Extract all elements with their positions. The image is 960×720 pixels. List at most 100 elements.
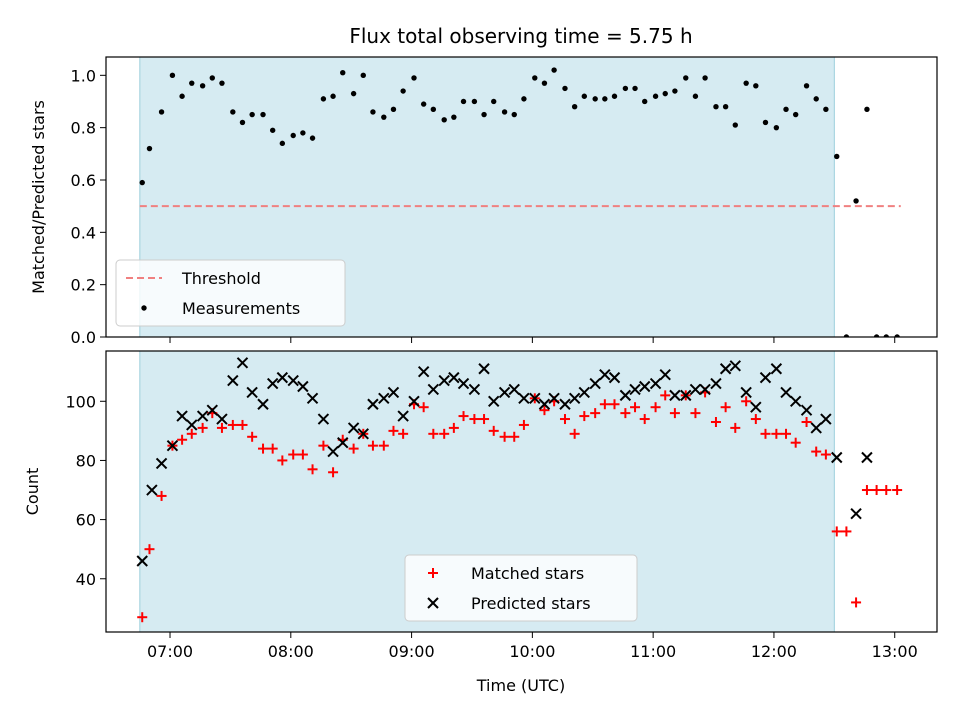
measurement-point xyxy=(290,132,296,139)
predicted-star-point xyxy=(408,395,420,407)
measurement-point xyxy=(541,80,548,86)
matched-star-point xyxy=(499,431,510,442)
matched-star-point xyxy=(137,612,148,623)
measurement-point xyxy=(189,80,195,86)
predicted-star-point xyxy=(236,357,249,369)
matched-star-point xyxy=(609,399,620,410)
matched-star-point xyxy=(650,402,661,413)
y-tick-label: 0.0 xyxy=(71,328,96,347)
measurement-point xyxy=(139,179,145,186)
x-diag-2 xyxy=(186,419,198,431)
measurement-point xyxy=(762,119,769,126)
predicted-star-point xyxy=(538,398,551,410)
x-diag-2 xyxy=(357,428,369,440)
predicted-star-point xyxy=(759,371,772,384)
matched-star-point xyxy=(297,449,308,460)
x-diag-2 xyxy=(266,377,279,390)
measurement-point xyxy=(773,124,780,131)
x-diag-2 xyxy=(559,398,571,410)
matched-star-point xyxy=(820,449,831,460)
matched-star-point xyxy=(258,443,269,454)
x-diag-2 xyxy=(789,395,802,407)
predicted-star-point xyxy=(850,507,862,520)
matched-star-point xyxy=(388,425,399,436)
x-diag-2 xyxy=(327,445,339,458)
measurement-point xyxy=(158,109,165,115)
predicted-star-point xyxy=(831,451,843,464)
measurement-point xyxy=(753,83,759,89)
x-diag-2 xyxy=(216,413,228,425)
measurement-point xyxy=(471,98,478,105)
predicted-star-point xyxy=(578,386,591,399)
x-diag-2 xyxy=(861,451,873,464)
matched-star-point xyxy=(288,449,299,460)
matched-star-point xyxy=(811,446,822,457)
predicted-star-point xyxy=(608,371,621,384)
predicted-star-point xyxy=(820,413,832,425)
predicted-star-point xyxy=(457,377,470,390)
y-tick-label: 60 xyxy=(76,511,96,530)
matched-star-point xyxy=(469,414,480,425)
measurement-point xyxy=(460,98,467,105)
x-diag-2 xyxy=(820,413,832,425)
measurement-point xyxy=(511,111,517,118)
x-diag-2 xyxy=(176,410,188,422)
x-tick-label: 11:00 xyxy=(630,642,676,661)
x-diag-2 xyxy=(257,398,269,410)
measurement-point xyxy=(834,153,840,160)
predicted-star-point xyxy=(638,380,651,393)
predicted-star-point xyxy=(176,410,188,422)
measurement-point xyxy=(783,106,789,113)
measurement-point xyxy=(360,72,366,79)
x-diag-2 xyxy=(810,422,822,434)
matched-star-point xyxy=(227,419,238,430)
measurement-point xyxy=(330,93,336,99)
measurement-point xyxy=(260,111,266,118)
predicted-star-point xyxy=(619,389,632,402)
matched-star-point xyxy=(569,428,580,439)
measurement-point xyxy=(551,67,557,73)
predicted-star-point xyxy=(438,374,450,387)
matched-star-point xyxy=(760,428,771,439)
predicted-star-point xyxy=(357,428,369,440)
legend-box xyxy=(404,554,638,622)
predicted-star-point xyxy=(246,386,258,399)
x-diag-2 xyxy=(680,389,692,402)
predicted-star-point xyxy=(448,371,460,384)
predicted-star-point xyxy=(136,555,148,567)
predicted-star-point xyxy=(186,419,198,431)
legend: Matched stars Predicted stars xyxy=(404,554,638,622)
legend-label: Matched stars xyxy=(471,564,584,583)
measurement-point xyxy=(146,145,153,152)
predicted-star-point xyxy=(659,368,671,381)
measurement-point xyxy=(894,334,900,337)
predicted-star-point xyxy=(478,363,490,375)
legend-x-2 xyxy=(427,597,439,609)
predicted-star-point xyxy=(789,395,802,407)
matched-star-point xyxy=(741,396,752,407)
matched-star-point xyxy=(367,440,378,451)
matched-star-point xyxy=(448,422,459,433)
measurement-point xyxy=(562,85,568,92)
predicted-star-point xyxy=(367,398,379,410)
matched-star-point xyxy=(378,440,389,451)
matched-star-point xyxy=(186,428,197,439)
y-tick-label: 1.0 xyxy=(71,66,96,85)
matched-star-point xyxy=(277,455,288,466)
matched-star-point xyxy=(559,414,570,425)
x-diag-2 xyxy=(770,363,783,375)
predicted-star-point xyxy=(276,371,289,384)
measurement-point xyxy=(873,334,880,337)
predicted-star-point xyxy=(800,404,813,416)
matched-star-point xyxy=(348,443,359,454)
matched-star-point xyxy=(509,431,520,442)
matched-star-point xyxy=(237,419,248,430)
x-diag-2 xyxy=(729,360,741,372)
predicted-star-point xyxy=(347,422,360,434)
matched-star-point xyxy=(599,399,610,410)
plot-frame xyxy=(105,350,938,633)
x-diag-2 xyxy=(498,386,511,399)
y-tick-label: 80 xyxy=(76,451,96,470)
measurement-point xyxy=(169,72,176,79)
